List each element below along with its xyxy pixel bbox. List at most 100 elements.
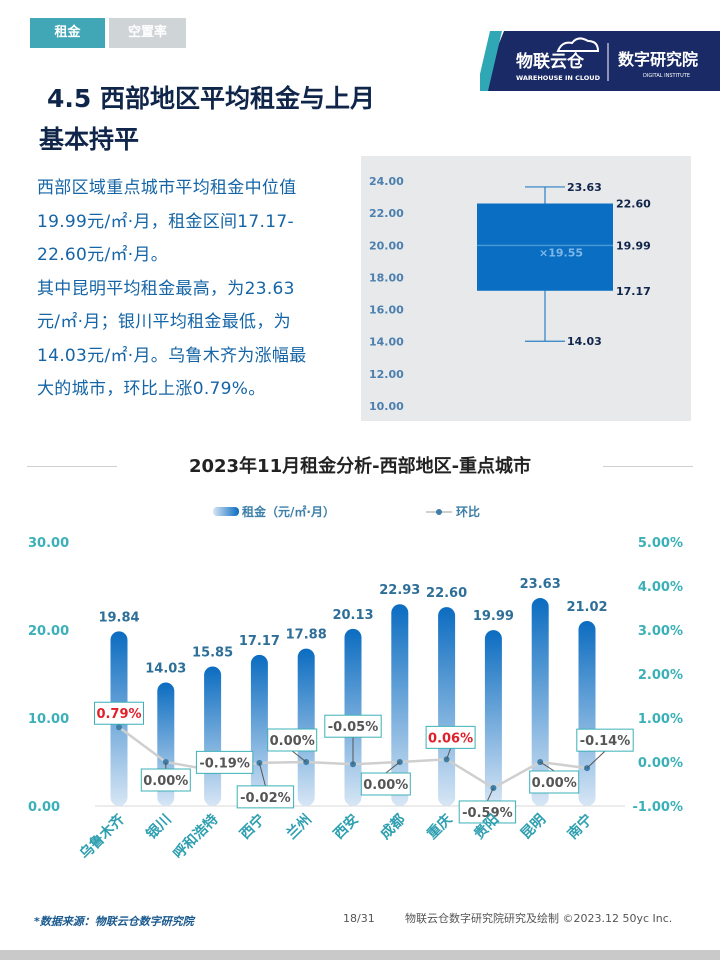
legend-bar-label: 租金（元/㎡·月） [242,504,335,519]
box-y-tick: 22.00 [369,207,404,220]
change-label-box [360,772,411,796]
box-y-tick: 10.00 [369,400,404,413]
legend-line-label: 环比 [456,504,480,519]
category-label: 乌鲁木齐 [76,810,128,862]
bottom-bar [0,950,720,960]
category-label: 南宁 [564,811,596,843]
change-marker [116,724,122,731]
box-y-tick: 18.00 [369,271,404,284]
change-label-box [267,728,318,752]
change-label: -0.14% [580,734,631,749]
change-label: 0.00% [143,774,188,789]
category-label: 呼和浩特 [170,811,222,863]
summary-line: 西部区域重点城市平均租金中位值 [37,178,297,198]
right-axis-tick: 4.00% [638,580,683,595]
change-label-box [458,800,517,824]
rent-bar [484,630,502,806]
left-axis-tick: 20.00 [28,624,69,639]
box-min-label: 14.03 [567,335,602,348]
category-label: 兰州 [283,811,315,843]
category-label: 西安 [330,811,362,843]
rent-bar-label: 23.63 [520,577,561,592]
right-axis-tick: 3.00% [638,624,683,639]
box-q1-label: 17.17 [616,285,651,298]
legend-bar-swatch [213,507,239,516]
box-iqr [477,203,613,291]
box-y-tick: 14.00 [369,336,404,349]
rent-bar-label: 15.85 [192,646,233,661]
left-axis-tick: 30.00 [28,536,69,551]
rent-bar-label: 14.03 [145,662,186,677]
box-y-tick: 12.00 [369,368,404,381]
rent-bar [438,607,456,806]
category-label: 成都 [377,811,409,843]
logo-institute-en: DIGITAL INSTITUTE [643,73,690,79]
box-q3-label: 22.60 [616,198,651,211]
right-axis-tick: 1.00% [638,712,683,727]
data-source-note: *数据来源：物联云仓数字研究院 [34,915,194,928]
change-label: -0.59% [462,806,513,821]
brand-logo: 物联云仓 WAREHOUSE IN CLOUD 数字研究院 DIGITAL IN… [480,31,720,91]
rent-bar [297,648,315,806]
change-label: -0.05% [328,720,379,735]
change-label: 0.00% [363,778,408,793]
summary-line: 22.60元/㎡·月。 [37,245,169,265]
change-label: 0.79% [96,707,141,722]
right-axis-tick: -1.00% [633,800,684,815]
page-number: 18/31 [343,912,375,925]
right-axis-tick: 5.00% [638,536,683,551]
rent-bar-label: 20.13 [332,608,373,623]
logo-brand-cn: 物联云仓 [516,51,585,72]
rent-bar-label: 19.99 [473,609,514,624]
heading-line-2: 基本持平 [39,125,140,154]
rent-bar-label: 17.17 [239,634,280,649]
box-median-label: 19.99 [616,239,651,252]
summary-line: 大的城市，环比上涨0.79%。 [37,379,266,399]
summary-line: 元/㎡·月；银川平均租金最低，为 [37,312,291,332]
callout-leader [258,762,266,787]
legend-line-marker [436,509,442,515]
rent-bar [391,604,409,806]
title-divider-right [603,466,693,467]
box-y-tick: 24.00 [369,175,404,188]
tab-rent[interactable]: 租金 [30,18,105,48]
summary-line: 14.03元/㎡·月。乌鲁木齐为涨幅最 [37,345,307,366]
rent-bar [250,654,268,806]
callout-leader [385,761,401,774]
rent-bar-label: 21.02 [566,600,607,615]
callout-leader [291,750,307,763]
category-label: 昆明 [518,812,549,843]
change-label: -0.02% [240,791,291,806]
change-label-box [576,728,634,752]
heading-line-1: 4.5 西部地区平均租金与上月 [47,84,375,113]
summary-line: 其中昆明平均租金最高，为23.63 [37,278,295,299]
box-max-label: 23.63 [567,181,602,194]
box-plot-panel: 24.00 22.00 20.00 18.00 16.00 14.00 12.00 10.00… [361,156,691,421]
cloud-icon [556,37,600,52]
tab-vacancy-rate[interactable]: 空置率 [109,18,186,48]
change-label: 0.06% [428,731,473,746]
box-plot: 24.00 22.00 20.00 18.00 16.00 14.00 12.00 10.00… [369,175,651,413]
change-label: 0.00% [270,734,315,749]
callout-leader [486,787,494,802]
change-label-box [236,785,295,809]
rent-bar-label: 22.60 [426,586,467,601]
left-axis-tick: 10.00 [28,712,69,727]
change-label-box [425,725,476,749]
category-label: 西宁 [236,811,268,843]
category-label: 重庆 [424,811,456,843]
summary-paragraph: 西部区域重点城市平均租金中位值 19.99元/㎡·月，租金区间17.17- 22… [37,172,345,407]
rent-bar-label: 19.84 [98,610,139,625]
category-label: 银川 [143,811,175,843]
change-label-box [324,714,382,738]
rent-bar-label: 22.93 [379,583,420,598]
rent-bar [204,666,222,806]
chart-title: 2023年11月租金分析-西部地区-重点城市 [188,456,532,477]
change-label: -0.19% [199,756,250,771]
right-axis-tick: 2.00% [638,668,683,683]
box-y-tick: 20.00 [369,239,404,252]
change-label-box [94,701,144,725]
title-divider-left [27,466,117,467]
right-axis-tick: 0.00% [638,756,683,771]
change-label-box [140,768,191,792]
